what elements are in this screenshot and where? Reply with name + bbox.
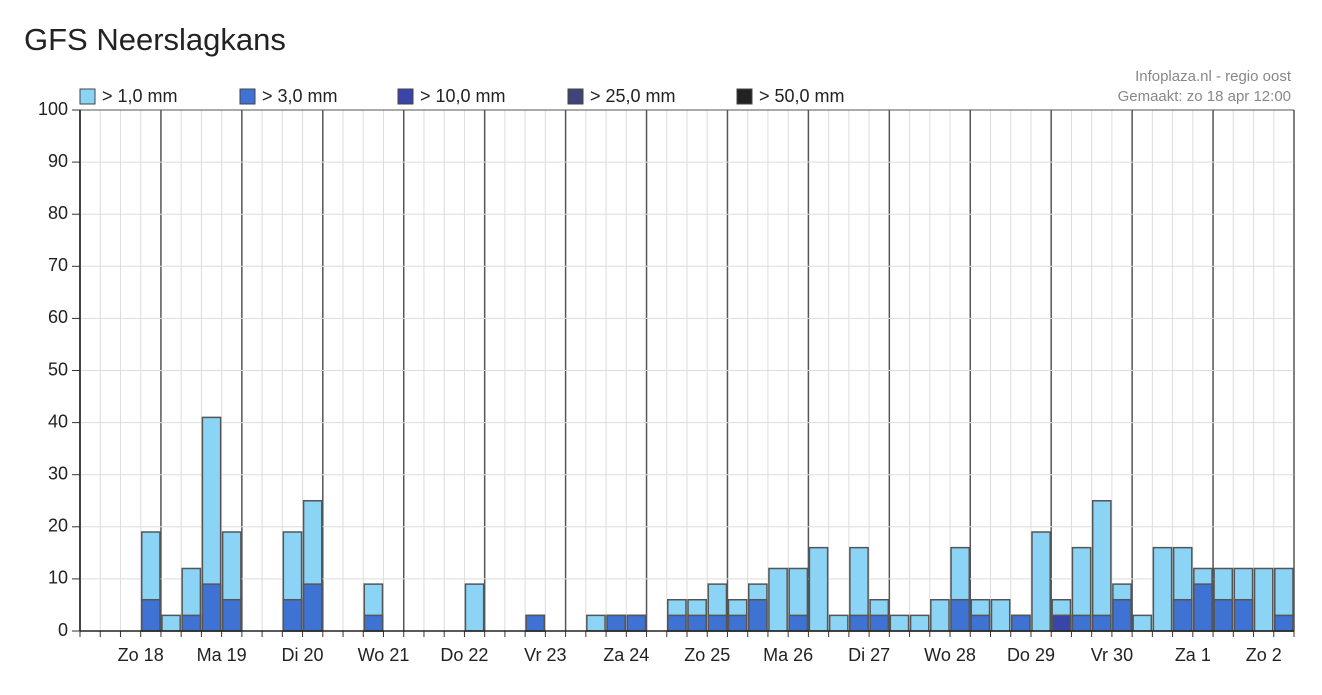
bar [1132,614,1153,632]
bar [727,614,748,632]
bar [849,614,869,632]
bar [1091,500,1112,632]
x-tick-label: Vr 30 [1091,645,1133,665]
bar [970,614,991,632]
bar [1193,583,1213,632]
bar [525,614,546,632]
x-tick-label: Zo 2 [1246,645,1282,665]
x-tick-label: Ma 26 [763,645,813,665]
x-tick-label: Zo 25 [684,645,730,665]
bar [161,614,181,632]
made-note: Gemaakt: zo 18 apr 12:00 [1118,88,1291,105]
bar [1152,546,1173,632]
bar [221,598,242,632]
bar [828,614,849,632]
bar [747,598,768,632]
x-tick-label: Za 24 [603,645,649,665]
y-tick-label: 20 [48,516,68,536]
x-tick-label: Wo 28 [924,645,976,665]
bar [1071,614,1092,632]
bar [363,614,384,632]
bar [626,614,647,632]
legend-swatch [567,88,584,105]
bar [1253,567,1274,632]
x-tick-label: Do 22 [440,645,488,665]
y-tick-label: 90 [48,151,68,171]
bar [768,567,788,632]
bar [930,598,950,632]
bar [201,583,222,632]
bar [808,546,829,632]
y-tick-label: 70 [48,255,68,275]
y-tick-label: 60 [48,307,68,327]
x-tick-label: Vr 23 [524,645,566,665]
bar [181,614,202,632]
bar [1172,598,1193,632]
legend-label: > 50,0 mm [759,86,845,106]
bar [788,614,809,632]
x-tick-label: Di 20 [282,645,324,665]
bar [889,614,910,632]
bar [869,614,890,632]
legend-label: > 25,0 mm [590,86,676,106]
bar [1010,614,1031,632]
bar [909,614,930,632]
bar [707,614,728,632]
bar [1031,531,1051,632]
x-tick-label: Zo 18 [118,645,164,665]
y-tick-label: 80 [48,203,68,223]
bar [1091,614,1112,632]
x-tick-label: Za 1 [1175,645,1211,665]
y-tick-label: 10 [48,568,68,588]
y-tick-label: 100 [38,99,68,119]
legend-label: > 1,0 mm [102,86,178,106]
y-tick-label: 50 [48,359,68,379]
source-note: Infoplaza.nl - regio oost [1135,68,1292,85]
bar [990,598,1011,632]
bar [687,614,707,632]
bar [1112,598,1132,632]
legend-swatch [736,88,753,105]
legend-label: > 10,0 mm [420,86,506,106]
bar [464,583,485,632]
bar [1233,598,1254,632]
chart-title: GFS Neerslagkans [24,22,286,57]
x-tick-label: Di 27 [848,645,890,665]
bar [586,614,606,632]
x-tick-label: Do 29 [1007,645,1055,665]
bar [1051,614,1072,632]
bar [1213,598,1234,632]
bar [950,598,971,632]
x-tick-label: Wo 21 [358,645,410,665]
bar [282,598,303,632]
legend-swatch [397,88,414,105]
legend-swatch [79,88,96,105]
bar [1274,614,1294,632]
y-tick-label: 40 [48,411,68,431]
bar [140,598,161,632]
bar [606,614,627,632]
x-tick-label: Ma 19 [197,645,247,665]
legend-swatch [239,88,256,105]
y-tick-label: 30 [48,463,68,483]
bar [667,614,687,632]
bar [302,583,323,632]
y-tick-label: 0 [58,620,68,640]
legend-label: > 3,0 mm [262,86,338,106]
